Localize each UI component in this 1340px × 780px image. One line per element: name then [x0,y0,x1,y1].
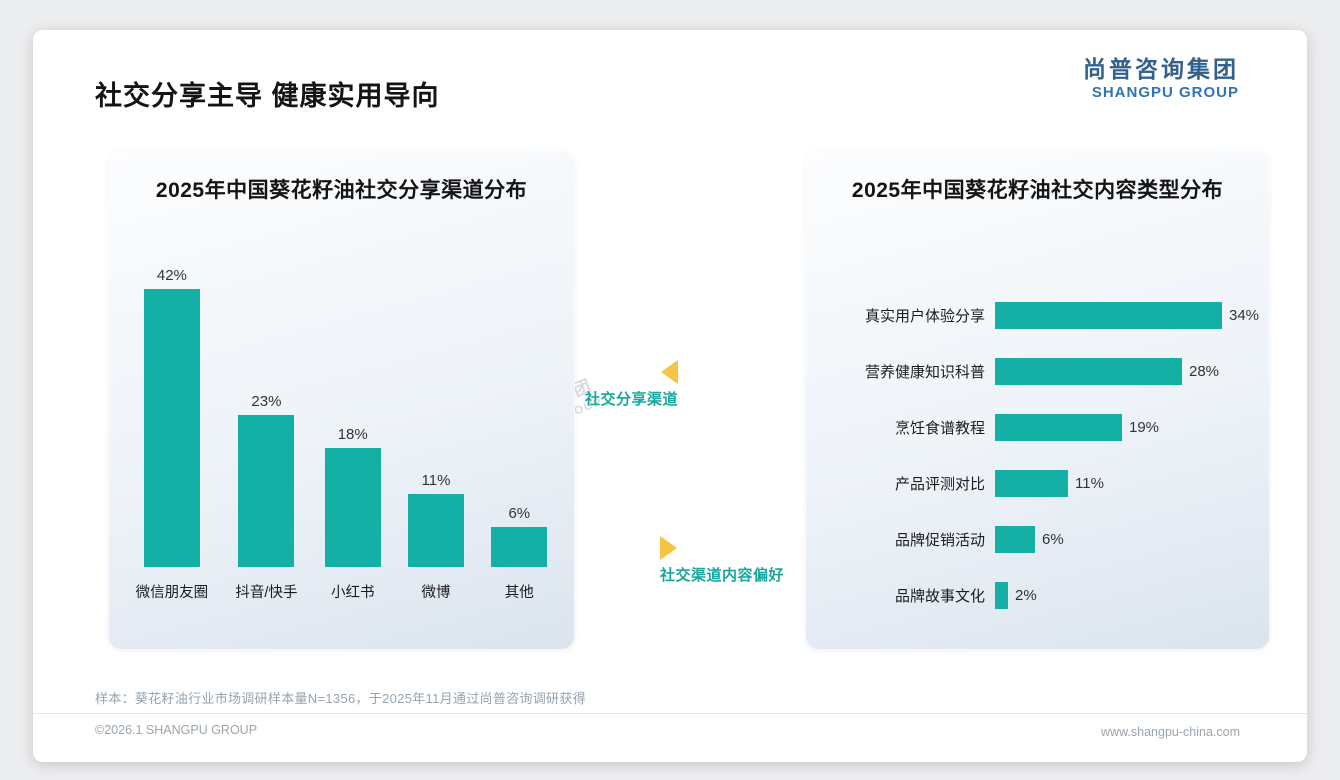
slide-card: 尚普咨询集团 SHANGPU GROUP 尚普咨询集团 SHANGPU GROU… [33,30,1307,762]
bar-category-label: 营养健康知识科普 [864,363,985,381]
bar-value-label: 23% [251,393,282,410]
bar-category-label: 小红书 [330,585,375,601]
bar-category-label: 微博 [421,585,451,601]
bar-category-label: 抖音/快手 [235,585,298,601]
bar-group: 42% 微信朋友圈 [136,267,209,602]
logo-text-cn: 尚普咨询集团 [1083,56,1239,82]
bar [995,413,1122,441]
bar-category-label: 烹饪食谱教程 [894,419,985,437]
bar [995,581,1008,609]
bar-category-label: 真实用户体验分享 [864,307,985,325]
vertical-bar-chart: 42% 微信朋友圈 23% 抖音/快手 18% 小红书 11% 微博 6% 其他 [122,267,561,602]
bar-group: 6% 其他 [491,505,548,602]
bar-category-label: 微信朋友圈 [135,585,209,601]
bar [491,527,548,567]
share-channel-chart-panel: 2025年中国葵花籽油社交分享渠道分布 42% 微信朋友圈 23% 抖音/快手 18% 小… [108,150,575,650]
company-logo: 尚普咨询集团 SHANGPU GROUP [1083,56,1239,102]
bar [143,289,200,567]
bar-value-label: 42% [156,267,187,284]
bar-row: 烹饪食谱教程 19% [821,412,1264,442]
bar [995,357,1182,385]
page-title: 社交分享主导 健康实用导向 [95,81,440,111]
bar-value-label: 28% [1189,362,1220,380]
arrow-right-icon [660,536,677,560]
left-chart-title: 2025年中国葵花籽油社交分享渠道分布 [155,179,528,202]
bar-group: 11% 微博 [408,472,465,602]
logo-text-en: SHANGPU GROUP [1091,84,1239,102]
bar-row: 营养健康知识科普 28% [821,356,1264,386]
bar-category-label: 产品评测对比 [894,475,985,493]
bar-category-label: 品牌促销活动 [894,531,985,549]
horizontal-bar-chart: 真实用户体验分享 34% 营养健康知识科普 28% 烹饪食谱教程 19% 产品评测对比 11%… [821,300,1264,636]
bar-value-label: 6% [508,505,531,522]
footer-copyright: ©2026.1 SHANGPU GROUP [95,723,258,737]
bar-value-label: 34% [1229,306,1260,324]
arrow-left-icon [661,360,679,384]
bar-row: 品牌故事文化 2% [821,580,1264,610]
annotation-label: 社交渠道内容偏好 [660,567,785,584]
annotation-share-channel: 社交分享渠道 [585,360,679,409]
bar [324,448,381,567]
footer-website: www.shangpu-china.com [1101,725,1240,739]
bar [995,469,1068,497]
right-chart-title: 2025年中国葵花籽油社交内容类型分布 [851,179,1224,202]
bar-group: 18% 小红书 [324,426,381,602]
bar-value-label: 11% [421,472,451,489]
bar-value-label: 19% [1129,418,1160,436]
sample-note: 样本：葵花籽油行业市场调研样本量N=1356，于2025年11月通过尚普咨询调研… [95,691,586,706]
bar [995,301,1222,329]
bar-row: 产品评测对比 11% [821,468,1264,498]
bar-value-label: 18% [337,426,368,443]
bar-row: 真实用户体验分享 34% [821,300,1264,330]
annotation-content-preference: 社交渠道内容偏好 [660,536,784,585]
bar [995,525,1035,553]
bar-value-label: 11% [1075,474,1104,492]
bar-group: 23% 抖音/快手 [235,393,297,602]
bar-category-label: 品牌故事文化 [894,587,985,605]
bar-category-label: 其他 [504,585,534,601]
annotation-label: 社交分享渠道 [585,391,679,408]
bar [408,494,465,567]
content-type-chart-panel: 2025年中国葵花籽油社交内容类型分布 真实用户体验分享 34% 营养健康知识科普 2… [805,150,1270,650]
footer-divider [33,713,1307,714]
bar [238,415,295,567]
bar-value-label: 2% [1015,586,1037,604]
bar-value-label: 6% [1042,530,1064,548]
bar-row: 品牌促销活动 6% [821,524,1264,554]
